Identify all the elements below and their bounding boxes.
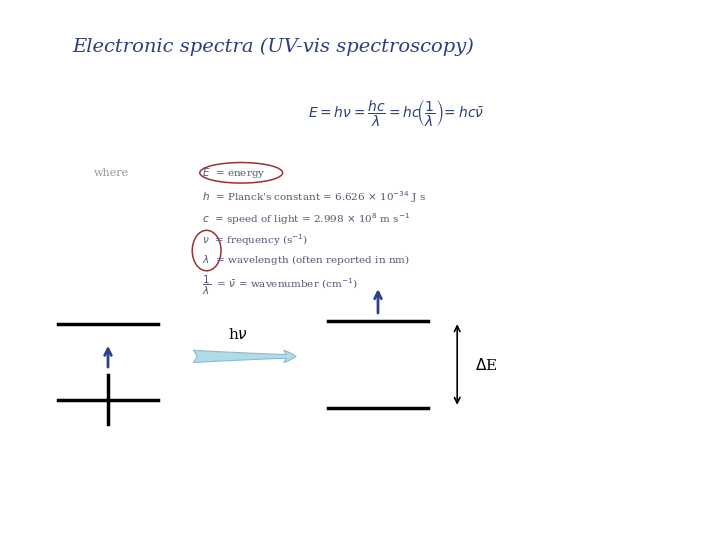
Text: where: where	[94, 168, 129, 178]
Text: $\Delta$E: $\Delta$E	[475, 356, 498, 373]
Text: $c$  = speed of light = 2.998 $\times$ 10$^{8}$ m s$^{-1}$: $c$ = speed of light = 2.998 $\times$ 10…	[202, 211, 410, 227]
Text: $E$  = energy: $E$ = energy	[202, 166, 265, 180]
Text: Electronic spectra (UV-vis spectroscopy): Electronic spectra (UV-vis spectroscopy)	[72, 38, 474, 56]
Text: $E = h\nu = \dfrac{hc}{\lambda} = hc\!\left(\dfrac{1}{\lambda}\right)\! = hc\bar: $E = h\nu = \dfrac{hc}{\lambda} = hc\!\l…	[308, 98, 484, 129]
Text: h$\nu$: h$\nu$	[228, 327, 248, 342]
Text: $\dfrac{1}{\lambda}$  = $\bar{\nu}$ = wavenumber (cm$^{-1}$): $\dfrac{1}{\lambda}$ = $\bar{\nu}$ = wav…	[202, 273, 357, 297]
Text: $h$  = Planck's constant = 6.626 $\times$ 10$^{-34}$ J s: $h$ = Planck's constant = 6.626 $\times$…	[202, 189, 426, 205]
Text: $\lambda$  = wavelength (often reported in nm): $\lambda$ = wavelength (often reported i…	[202, 253, 410, 267]
Text: $\nu$  = frequency (s$^{-1}$): $\nu$ = frequency (s$^{-1}$)	[202, 232, 308, 248]
